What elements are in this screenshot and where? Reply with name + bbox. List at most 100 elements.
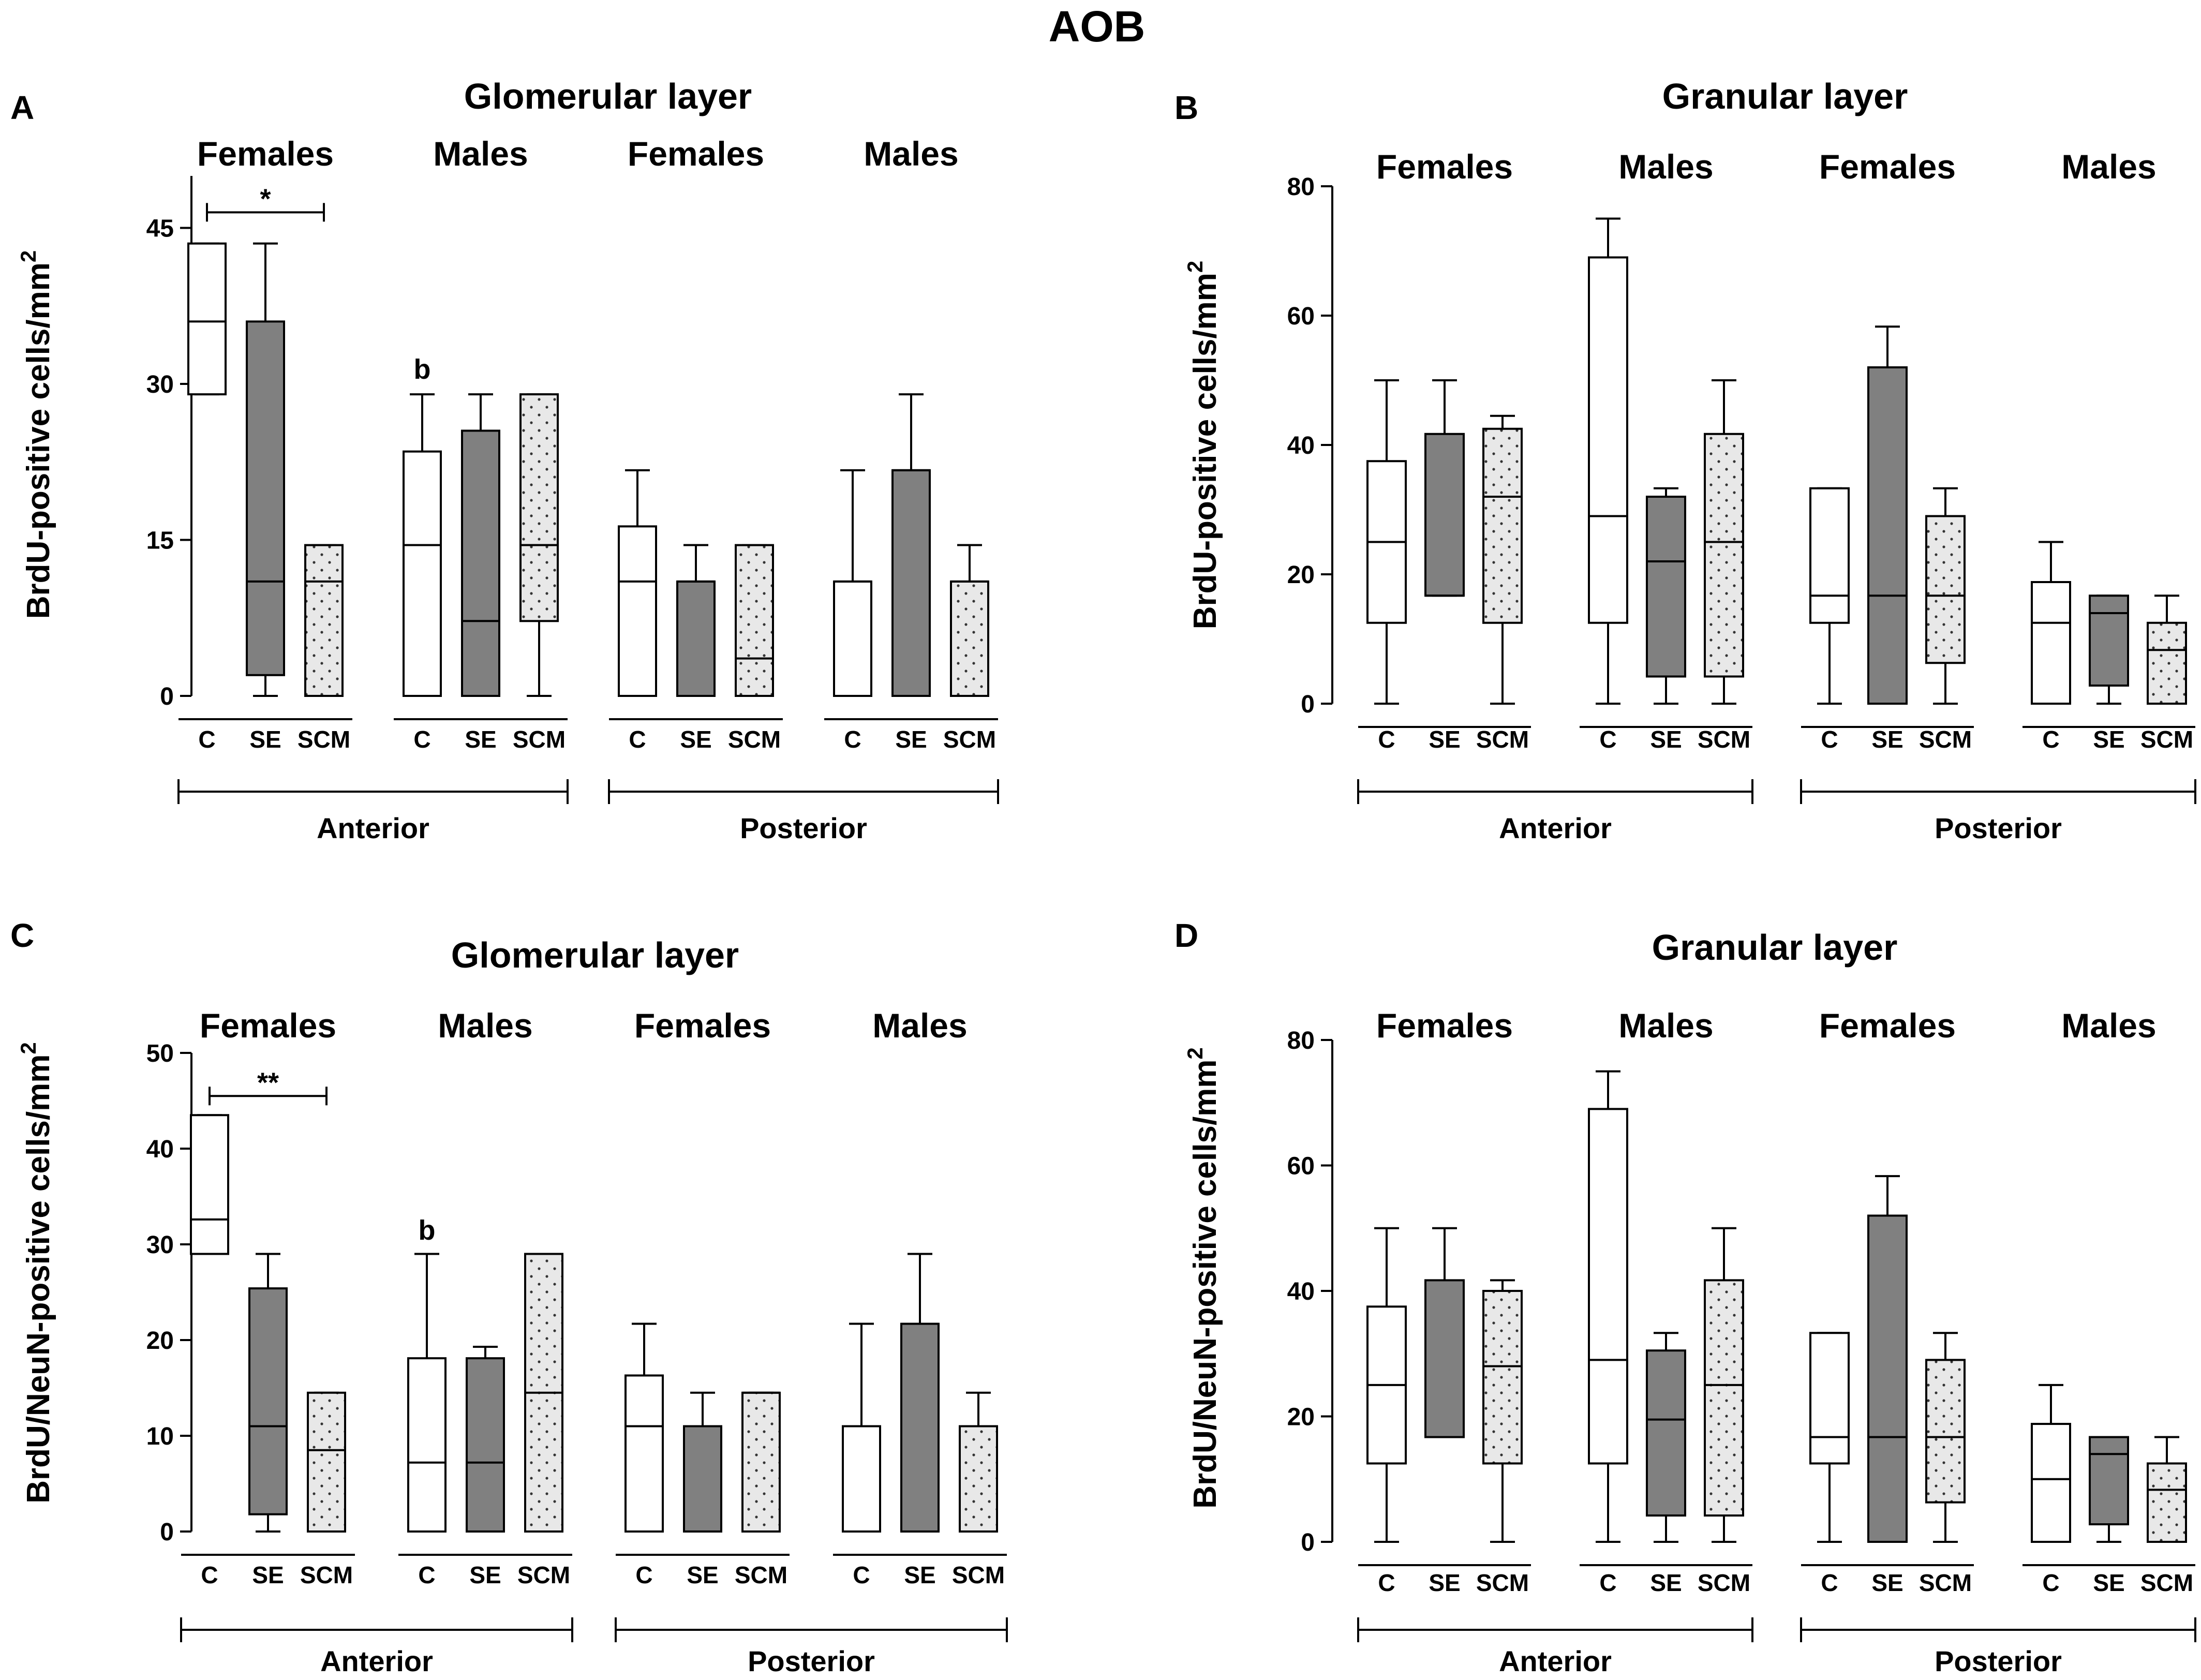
x-tick-label: C [635,1562,652,1588]
box-body [307,1391,346,1533]
box-body [1867,1214,1908,1543]
region-label: Anterior [320,1645,433,1677]
panel-d: D Granular layer BrdU/NeuN-positive cells/… [1174,917,2196,1677]
box-body [1588,256,1628,624]
y-tick-label: 20 [146,1327,174,1355]
box-scm [741,1391,781,1533]
box-se [1646,487,1686,705]
box-body [403,450,442,697]
x-tick-label: SCM [1698,726,1750,753]
panel-title: Glomerular layer [464,76,752,116]
box-body [519,393,559,622]
group-label: Females [1376,147,1513,186]
box-body [1588,1108,1628,1465]
group-label: Females [197,135,334,173]
box-body [676,580,716,697]
box-c [624,1322,664,1533]
box-scm [950,544,989,697]
x-tick-label: SCM [298,726,350,753]
y-tick-label: 15 [146,527,174,555]
box-c [2031,541,2071,705]
box-scm [735,544,774,697]
box-se [683,1391,722,1533]
box-body [741,1391,781,1533]
y-tick-label: 60 [1287,303,1315,330]
box-body [187,242,227,396]
y-tick-label: 80 [1287,1027,1315,1054]
y-tick-label: 0 [1301,691,1315,718]
box-scm [524,1253,563,1533]
box-se [466,1345,505,1533]
box-body [950,580,989,697]
group-label: Females [1819,147,1956,186]
y-tick-label: 20 [1287,1404,1315,1431]
box-body [891,469,931,697]
box-scm [1482,414,1523,705]
box-scm [2147,1436,2187,1543]
box-body [1482,427,1523,624]
box-body [624,1374,664,1533]
box-scm [307,1391,346,1533]
x-tick-label: SE [1429,1569,1460,1596]
box-se [891,393,931,697]
x-tick-label: C [1599,726,1616,753]
box-se [1646,1332,1686,1543]
box-c [618,469,657,697]
x-tick-label: SE [1871,726,1903,753]
box-body [1809,487,1850,624]
box-body [1646,1349,1686,1517]
box-body [1704,433,1744,678]
box-c [833,469,872,697]
x-tick-label: C [1821,726,1838,753]
x-tick-label: C [1378,726,1395,753]
box-se [676,544,716,697]
x-tick-label: C [413,726,430,753]
x-tick-label: SCM [952,1562,1005,1588]
box-scm [1482,1279,1523,1543]
box-body [959,1425,998,1533]
box-se [1424,1227,1465,1438]
box-body [1424,1279,1465,1438]
region-label: Posterior [1935,812,2062,844]
x-tick-label: C [629,726,646,753]
x-tick-label: C [1378,1569,1395,1596]
x-tick-label: SCM [1476,726,1529,753]
box-c [1588,217,1628,705]
group-label: Males [2061,1006,2156,1045]
box-body [248,1287,288,1515]
box-scm [2147,594,2187,705]
y-axis-label: BrdU-positive cells/mm2 [16,250,56,619]
box-c [190,1114,229,1255]
group-label: Males [438,1006,532,1045]
figure-title: AOB [1049,2,1146,51]
box-body [2147,621,2187,705]
x-tick-label: C [2042,726,2059,753]
y-tick-label: 50 [146,1040,174,1067]
x-tick-label: SCM [513,726,566,753]
box-body [2147,1462,2187,1543]
panel-a: A Glomerular layer BrdU-positive cells/mm2… [10,76,999,844]
region-label: Posterior [748,1645,875,1677]
box-c [1809,1332,1850,1543]
box-body [618,525,657,697]
box-body [735,544,774,697]
x-tick-label: SE [904,1562,935,1588]
x-tick-label: SE [680,726,711,753]
region-label: Anterior [317,812,429,844]
box-scm [1704,1227,1744,1543]
box-se [2089,1436,2129,1543]
significance-label: ** [257,1067,279,1098]
box-body [1646,496,1686,678]
group-label: Males [2061,147,2156,186]
x-tick-label: SE [895,726,927,753]
box-c [1366,379,1407,705]
x-tick-label: C [1599,1569,1616,1596]
y-tick-label: 0 [1301,1529,1315,1556]
box-body [190,1114,229,1255]
x-tick-label: SE [469,1562,501,1588]
box-c [1366,1227,1407,1543]
x-tick-label: SCM [1919,1569,1972,1596]
y-tick-label: 10 [146,1423,174,1450]
x-tick-label: SE [1429,726,1460,753]
